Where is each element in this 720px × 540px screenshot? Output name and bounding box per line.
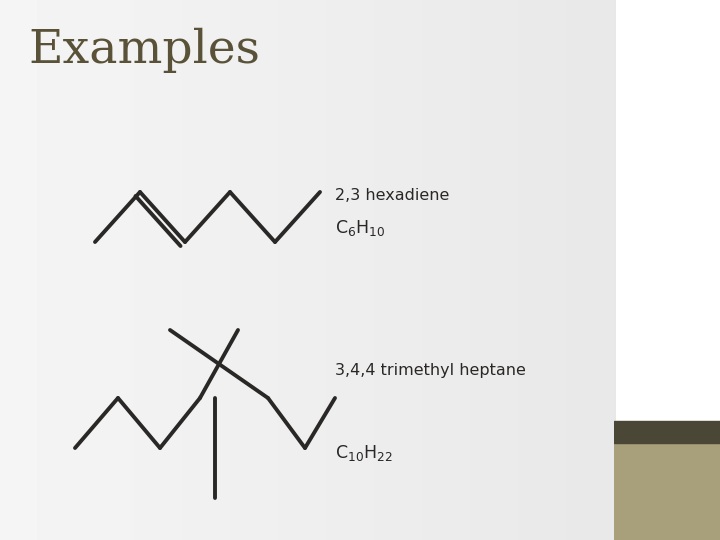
Text: 2,3 hexadiene: 2,3 hexadiene xyxy=(335,187,449,202)
Text: $\mathregular{C_6H_{10}}$: $\mathregular{C_6H_{10}}$ xyxy=(335,218,385,238)
Text: Examples: Examples xyxy=(28,28,260,73)
Bar xyxy=(614,443,720,540)
Text: $\mathregular{C_{10}H_{22}}$: $\mathregular{C_{10}H_{22}}$ xyxy=(335,443,393,463)
Bar xyxy=(614,421,720,443)
Text: 3,4,4 trimethyl heptane: 3,4,4 trimethyl heptane xyxy=(335,362,526,377)
